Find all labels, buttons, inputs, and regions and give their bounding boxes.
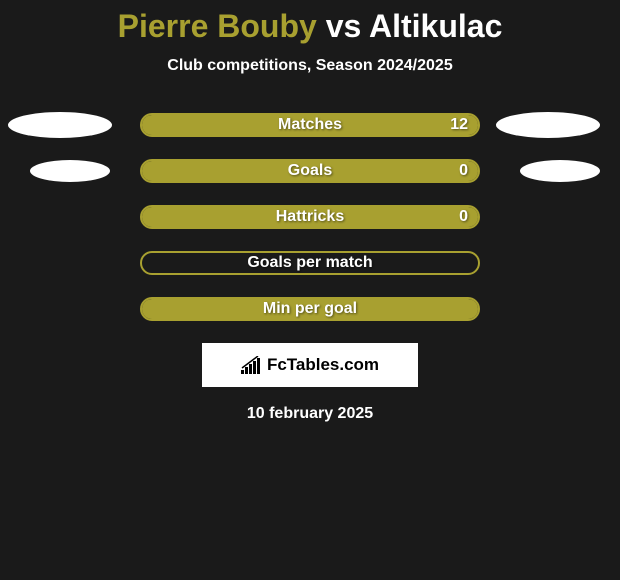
title-vs-player2: vs Altikulac — [326, 8, 503, 44]
stat-row: Goals0 — [0, 159, 620, 183]
logo-text: FcTables.com — [267, 355, 379, 375]
stat-bar: Goals0 — [140, 159, 480, 183]
stat-label: Matches — [142, 115, 478, 135]
stat-bar: Matches12 — [140, 113, 480, 137]
stat-label: Min per goal — [142, 299, 478, 319]
stat-bar: Hattricks0 — [140, 205, 480, 229]
date-text: 10 february 2025 — [0, 405, 620, 423]
stat-label: Hattricks — [142, 207, 478, 227]
logo: FcTables.com — [241, 355, 379, 375]
stat-row: Hattricks0 — [0, 205, 620, 229]
ellipse-right — [520, 160, 600, 182]
ellipse-left — [30, 160, 110, 182]
logo-box: FcTables.com — [202, 343, 418, 387]
chart-icon — [241, 356, 263, 374]
title-player1: Pierre Bouby — [118, 8, 317, 44]
stat-value: 0 — [459, 207, 468, 227]
stat-bar: Goals per match — [140, 251, 480, 275]
stat-value: 12 — [450, 115, 468, 135]
stat-label: Goals per match — [142, 253, 478, 273]
comparison-infographic: Pierre Bouby vs Altikulac Club competiti… — [0, 0, 620, 423]
stat-row: Min per goal — [0, 297, 620, 321]
stat-row: Matches12 — [0, 113, 620, 137]
stat-label: Goals — [142, 161, 478, 181]
ellipse-left — [8, 112, 112, 138]
page-title: Pierre Bouby vs Altikulac — [0, 0, 620, 45]
stat-value: 0 — [459, 161, 468, 181]
stat-rows: Matches12Goals0Hattricks0Goals per match… — [0, 113, 620, 321]
ellipse-right — [496, 112, 600, 138]
stat-bar: Min per goal — [140, 297, 480, 321]
subtitle: Club competitions, Season 2024/2025 — [0, 57, 620, 75]
stat-row: Goals per match — [0, 251, 620, 275]
